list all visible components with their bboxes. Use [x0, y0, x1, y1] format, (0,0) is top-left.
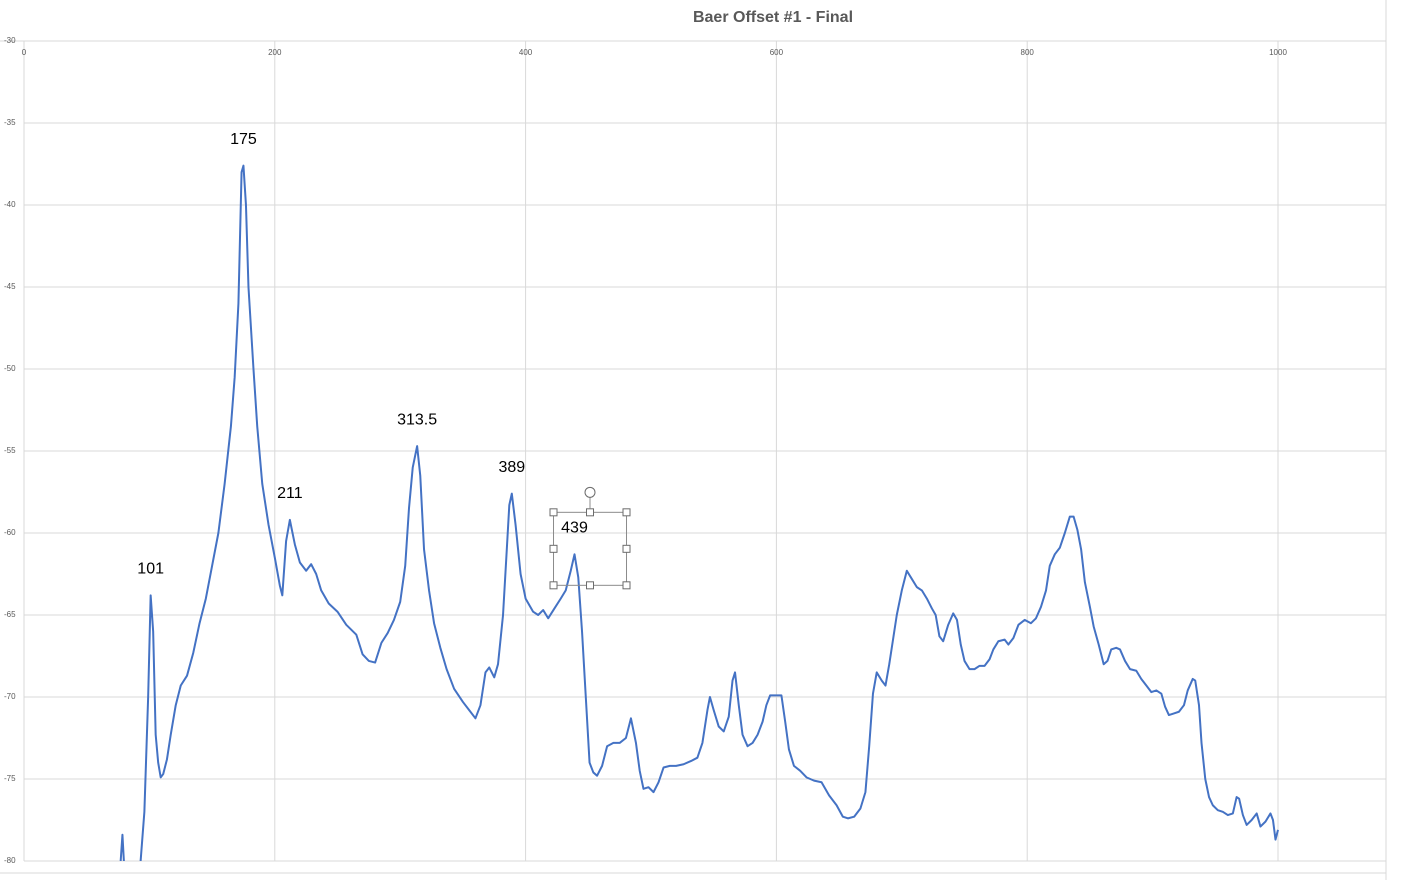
annotation: 389: [498, 459, 525, 476]
x-tick-label: 0: [22, 48, 27, 57]
selection-handle: [586, 581, 595, 590]
annotation: 101: [137, 561, 164, 578]
annotation: 313.5: [397, 411, 437, 428]
selection-handle: [586, 508, 595, 517]
y-tick-label: -40: [4, 200, 16, 209]
y-tick-label: -35: [4, 118, 16, 127]
annotation: 175: [230, 131, 257, 148]
y-tick-label: -75: [4, 774, 16, 783]
x-tick-label: 1000: [1269, 48, 1287, 57]
plot: [119, 164, 1279, 861]
y-tick-label: -80: [4, 856, 16, 865]
chart-title: Baer Offset #1 - Final: [693, 9, 853, 26]
y-tick-label: -55: [4, 446, 16, 455]
selection-handle: [622, 581, 631, 590]
x-tick-label: 800: [1021, 48, 1035, 57]
y-tick-label: -50: [4, 364, 16, 373]
x-tick-label: 400: [519, 48, 533, 57]
annotation: 211: [277, 485, 303, 502]
selection-handle: [622, 508, 631, 517]
rotate-handle: [584, 486, 596, 498]
y-tick-label: -45: [4, 282, 16, 291]
y-tick-label: -30: [4, 36, 16, 45]
selection-handle: [549, 508, 558, 517]
data-line: [119, 164, 1279, 861]
selection-handle: [549, 544, 558, 553]
selection-handle: [622, 544, 631, 553]
selection-handle: [549, 581, 558, 590]
x-tick-label: 200: [268, 48, 282, 57]
annotation: 439: [561, 520, 588, 537]
y-tick-label: -60: [4, 528, 16, 537]
y-tick-label: -65: [4, 610, 16, 619]
y-tick-label: -70: [4, 692, 16, 701]
x-tick-label: 600: [770, 48, 784, 57]
